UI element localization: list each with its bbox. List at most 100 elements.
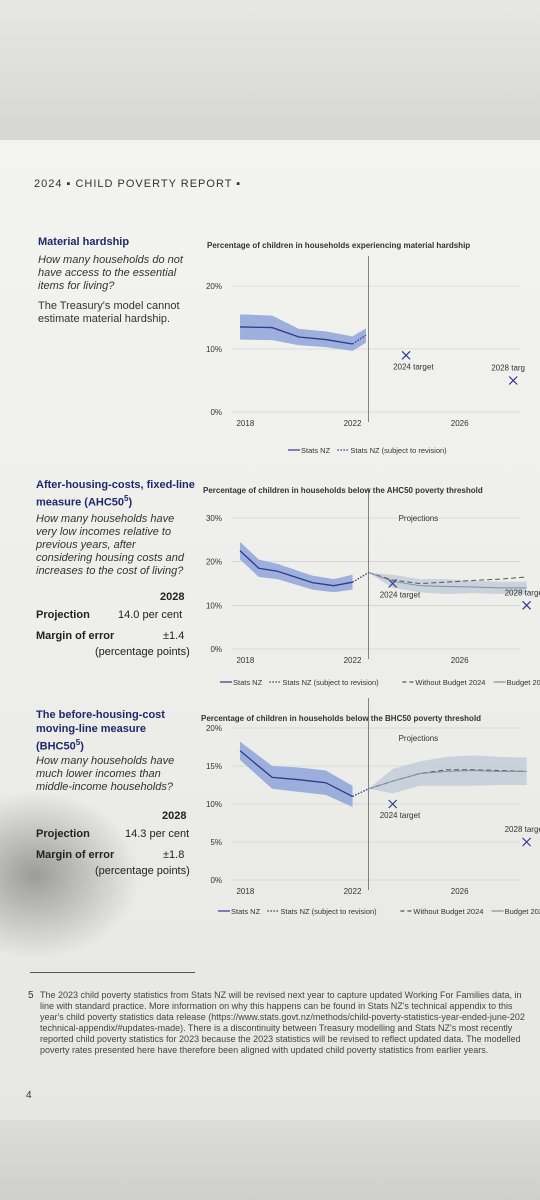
target-label: 2024 target <box>380 811 421 820</box>
budget-2024-band <box>368 572 527 594</box>
material-hardship-title: Material hardship <box>38 236 130 248</box>
x-tick-label: 2022 <box>344 887 362 896</box>
y-tick-label: 0% <box>210 408 222 417</box>
x-tick-label: 2018 <box>236 656 254 665</box>
bhc-moe-label: Margin of error <box>36 849 115 861</box>
budget-2024-line <box>368 770 527 790</box>
ahc-moe-unit: (percentage points) <box>95 646 190 658</box>
revision-band <box>352 328 366 351</box>
stats-nz-line <box>239 550 353 587</box>
chart-ahc-title: Percentage of children in households bel… <box>203 486 483 495</box>
ahc-question: How many households have very low income… <box>36 513 184 577</box>
ahc-year: 2028 <box>160 591 185 603</box>
ahc-title-footnote: 5 <box>124 494 129 503</box>
legend-label: Budget 2024 <box>507 678 540 687</box>
bhc-moe-value: ±1.8 <box>163 849 185 861</box>
material-hardship-question: How many households do not have access t… <box>38 254 183 292</box>
target-marker <box>388 579 398 588</box>
stats-nz-band <box>240 314 353 351</box>
ahc-projection-value: 14.0 per cent <box>118 609 183 621</box>
y-tick-label: 30% <box>206 514 222 523</box>
stats-nz-band <box>240 542 353 593</box>
legend-label: Stats NZ <box>231 907 261 916</box>
y-tick-label: 10% <box>206 800 222 809</box>
y-tick-label: 10% <box>206 601 222 610</box>
legend-label: Without Budget 2024 <box>415 678 485 687</box>
ahc-projection-label: Projection <box>36 609 90 621</box>
y-tick-label: 20% <box>206 282 222 291</box>
legend-label: Stats NZ (subject to revision) <box>280 907 377 916</box>
background-table-top <box>0 0 540 160</box>
y-tick-label: 0% <box>210 876 222 885</box>
stats-nz-revision-line <box>352 572 369 583</box>
bhc-projection-value: 14.3 per cent <box>125 828 190 840</box>
target-marker <box>522 837 532 847</box>
legend-label: Without Budget 2024 <box>413 907 483 916</box>
target-label: 2024 target <box>380 591 421 600</box>
stats-nz-band <box>240 741 353 808</box>
x-tick-label: 2018 <box>236 419 254 428</box>
ahc-title-text: After-housing-costs, fixed-line measure … <box>36 479 195 509</box>
without-budget-line <box>368 572 527 585</box>
footnote-number: 5 <box>28 990 34 1001</box>
legend-label: Stats NZ (subject to revision) <box>282 678 379 687</box>
bhc-year: 2028 <box>162 810 187 822</box>
bhc-title-text: The before-housing-cost moving-line meas… <box>36 709 165 753</box>
target-marker <box>508 376 518 385</box>
budget-2024-line <box>368 572 527 589</box>
footnote-text: The 2023 child poverty statistics from S… <box>40 990 525 1055</box>
bhc-moe-unit: (percentage points) <box>95 865 190 877</box>
x-tick-label: 2022 <box>344 419 362 428</box>
y-tick-label: 0% <box>210 645 222 654</box>
background-table-bottom <box>0 1120 540 1200</box>
bhc-title-footnote: 5 <box>75 738 81 747</box>
page-number: 4 <box>26 1090 32 1101</box>
shadow-overlay <box>0 790 140 960</box>
target-marker <box>388 799 398 809</box>
y-tick-label: 10% <box>206 345 222 354</box>
target-marker <box>401 350 411 360</box>
budget-2024-band <box>368 755 527 794</box>
x-tick-label: 2026 <box>451 887 469 896</box>
bhc-title: The before-housing-cost moving-line meas… <box>36 708 196 754</box>
target-label: 2028 targ <box>491 364 525 373</box>
report-page <box>0 140 540 1130</box>
target-label: 2028 targe <box>505 825 540 834</box>
x-tick-label: 2018 <box>236 887 254 896</box>
legend-label: Stats NZ <box>301 446 331 455</box>
ahc-title: After-housing-costs, fixed-line measure … <box>36 478 196 510</box>
projections-label: Projections <box>399 514 439 523</box>
footnote-rule <box>30 972 195 973</box>
stats-nz-line <box>240 326 353 345</box>
stats-nz-line <box>239 750 353 797</box>
target-marker <box>522 600 532 610</box>
bhc-title-end: ) <box>80 740 84 753</box>
legend-label: Budget 2024 <box>505 907 540 916</box>
projections-label: Projections <box>399 734 439 743</box>
y-tick-label: 20% <box>206 724 222 733</box>
legend-label: Stats NZ (subject to revision) <box>350 446 447 455</box>
ahc-moe-label: Margin of error <box>36 630 115 642</box>
ahc-title-end: ) <box>128 496 133 509</box>
x-tick-label: 2022 <box>344 656 362 665</box>
ahc-moe-value: ±1.4 <box>163 630 185 642</box>
target-label: 2024 target <box>393 362 434 371</box>
target-label: 2028 target <box>505 588 540 597</box>
chart-material-title: Percentage of children in households exp… <box>207 241 471 250</box>
y-tick-label: 5% <box>210 838 222 847</box>
x-tick-label: 2026 <box>451 656 469 665</box>
y-tick-label: 15% <box>206 762 222 771</box>
bhc-projection-label: Projection <box>36 828 90 840</box>
legend-label: Stats NZ <box>233 678 263 687</box>
chart-bhc-title: Percentage of children in households bel… <box>201 714 482 723</box>
bhc-question: How many households have much lower inco… <box>36 755 175 793</box>
stats-nz-revision-line <box>352 788 369 797</box>
stats-nz-revision-line <box>352 334 367 345</box>
report-header: 2024 ▪ CHILD POVERTY REPORT ▪ <box>34 178 242 190</box>
x-tick-label: 2026 <box>451 419 469 428</box>
y-tick-label: 20% <box>206 558 222 567</box>
material-hardship-note: The Treasury's model cannot estimate mat… <box>38 300 180 325</box>
